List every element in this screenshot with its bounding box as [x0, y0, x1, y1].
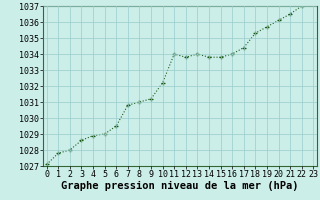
- X-axis label: Graphe pression niveau de la mer (hPa): Graphe pression niveau de la mer (hPa): [61, 181, 299, 191]
